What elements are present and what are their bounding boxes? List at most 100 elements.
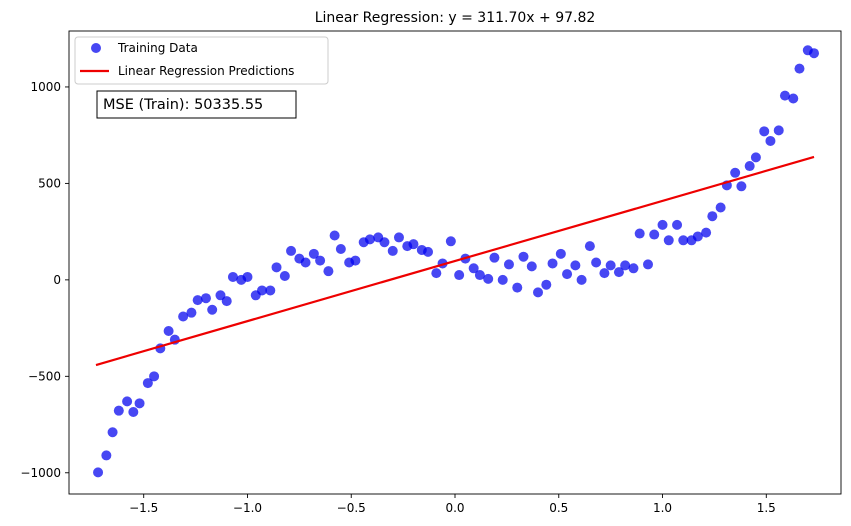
data-point-84 (701, 227, 712, 238)
data-point-96 (788, 93, 799, 104)
data-point-90 (744, 161, 755, 172)
data-point-63 (547, 258, 558, 269)
data-point-33 (329, 230, 340, 241)
legend-marker-training-data (91, 43, 101, 53)
data-point-76 (643, 259, 653, 270)
data-point-97 (794, 63, 805, 74)
legend: Training Data Linear Regression Predicti… (74, 36, 329, 85)
regression-line-layer (95, 155, 815, 367)
x-tick-label-2: −0.5 (337, 501, 366, 515)
data-point-47 (431, 268, 442, 279)
data-point-32 (323, 266, 334, 277)
data-point-29 (300, 257, 311, 268)
data-point-92 (759, 126, 770, 137)
data-point-89 (736, 181, 747, 192)
data-point-1 (101, 450, 112, 461)
data-point-68 (584, 241, 595, 252)
data-point-70 (599, 268, 610, 279)
data-point-6 (134, 398, 145, 409)
data-point-93 (765, 135, 776, 146)
data-point-72 (613, 267, 624, 278)
regression-line (95, 155, 815, 367)
chart-title: Linear Regression: y = 311.70x + 97.82 (315, 10, 596, 26)
data-point-41 (387, 245, 398, 256)
data-point-88 (730, 167, 741, 178)
data-point-65 (562, 269, 573, 280)
data-point-19 (227, 271, 238, 282)
data-point-15 (200, 293, 211, 304)
data-point-81 (678, 235, 689, 246)
data-point-52 (468, 263, 479, 274)
data-point-27 (286, 245, 297, 256)
data-point-69 (591, 257, 602, 268)
data-point-99 (809, 48, 820, 59)
data-point-53 (474, 270, 485, 281)
data-point-16 (207, 304, 218, 315)
x-tick-label-5: 1.0 (653, 501, 672, 515)
x-axis: −1.5 −1.0 −0.5 0.0 0.5 1.0 1.5 (129, 494, 776, 515)
data-point-57 (503, 259, 514, 270)
data-point-36 (350, 255, 361, 266)
data-point-21 (242, 271, 253, 282)
data-point-56 (497, 274, 508, 285)
data-point-5 (128, 407, 139, 418)
mse-annotation-text: MSE (Train): 50335.55 (103, 97, 263, 113)
data-point-10 (163, 325, 174, 336)
x-tick-label-1: −1.0 (233, 501, 262, 515)
data-point-18 (221, 296, 232, 307)
data-point-25 (271, 262, 282, 273)
data-point-42 (393, 232, 404, 243)
data-point-75 (634, 228, 645, 239)
data-point-30 (308, 248, 319, 259)
x-tick-label-0: −1.5 (129, 501, 158, 515)
data-point-40 (379, 237, 390, 248)
data-point-74 (628, 263, 639, 274)
mse-annotation-box (96, 90, 297, 119)
data-point-54 (483, 273, 494, 284)
legend-label-training-data: Training Data (117, 41, 198, 55)
data-point-78 (657, 219, 668, 230)
data-point-4 (122, 396, 133, 407)
data-point-26 (279, 271, 290, 281)
x-tick-label-4: 0.5 (549, 501, 568, 515)
data-point-77 (649, 229, 660, 240)
y-tick-label-4: 1000 (30, 80, 61, 94)
legend-box (74, 36, 329, 85)
data-point-85 (707, 211, 718, 222)
data-point-44 (408, 239, 419, 250)
y-tick-label-0: −1000 (20, 466, 61, 480)
data-point-7 (142, 378, 153, 389)
data-point-61 (533, 287, 544, 298)
data-point-79 (663, 235, 674, 246)
data-point-94 (773, 125, 784, 136)
data-point-60 (526, 261, 537, 272)
data-point-49 (445, 236, 456, 247)
y-tick-label-2: 0 (53, 273, 61, 287)
legend-label-regression-line: Linear Regression Predictions (118, 64, 294, 78)
data-point-95 (779, 90, 790, 101)
data-point-12 (178, 311, 189, 322)
data-point-66 (570, 260, 581, 271)
data-point-24 (265, 285, 276, 296)
data-point-8 (149, 371, 160, 382)
y-axis: −1000 −500 0 500 1000 (20, 80, 69, 480)
data-point-38 (364, 234, 375, 245)
y-tick-label-3: 500 (38, 176, 61, 190)
data-point-2 (107, 427, 118, 438)
data-point-55 (489, 252, 500, 263)
y-tick-label-1: −500 (28, 369, 61, 383)
data-point-73 (620, 260, 631, 271)
data-point-0 (93, 467, 104, 478)
data-point-13 (186, 307, 197, 318)
data-point-67 (576, 274, 587, 285)
data-point-46 (423, 246, 434, 257)
data-point-50 (454, 270, 465, 281)
data-point-86 (715, 202, 726, 213)
data-point-83 (692, 231, 703, 242)
data-point-91 (750, 152, 761, 163)
data-point-34 (335, 244, 346, 254)
data-point-59 (518, 251, 529, 262)
data-point-14 (192, 295, 203, 306)
x-tick-label-6: 1.5 (757, 501, 776, 515)
